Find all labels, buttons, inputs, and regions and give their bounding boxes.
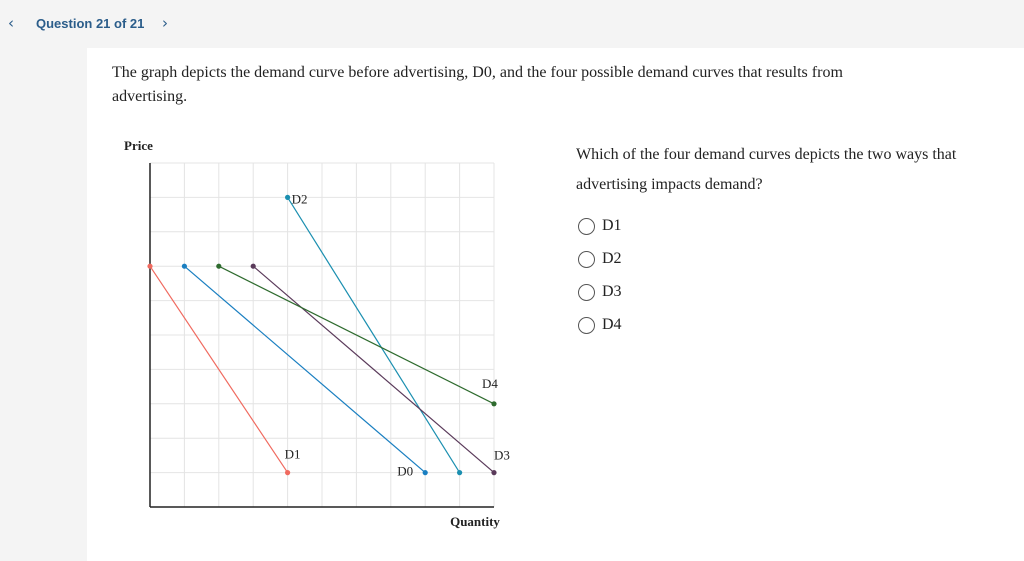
option[interactable]: D1: [578, 217, 622, 235]
point: [250, 263, 256, 269]
series-label: D4: [482, 376, 498, 391]
series-label: D1: [285, 447, 301, 462]
x-axis-label: Quantity: [450, 514, 500, 529]
option-label: D3: [602, 283, 622, 300]
option[interactable]: D3: [578, 283, 622, 301]
top-bar: ‹ Question 21 of 21 ›: [0, 0, 1024, 48]
radio-button[interactable]: [578, 316, 595, 334]
demand-line: [149, 265, 289, 473]
y-axis-label: Price: [124, 138, 153, 153]
series-label: D2: [292, 191, 308, 206]
point: [216, 263, 222, 269]
option-label: D4: [602, 316, 622, 333]
point: [285, 194, 291, 200]
option-label: D2: [602, 250, 622, 267]
point: [181, 263, 187, 269]
radio-button[interactable]: [578, 217, 595, 235]
prompt: The graph depicts the demand curve befor…: [112, 64, 843, 105]
radio-button[interactable]: [578, 283, 595, 301]
option[interactable]: D2: [578, 250, 622, 268]
next-button[interactable]: ›: [162, 14, 168, 32]
point: [491, 401, 497, 407]
radio-button[interactable]: [578, 250, 595, 268]
content-card: [87, 48, 1024, 561]
option[interactable]: D4: [578, 316, 622, 334]
point: [457, 470, 463, 476]
series-label: D3: [494, 448, 510, 463]
question-number: Question 21 of 21: [36, 16, 145, 31]
point: [491, 470, 497, 476]
demand-line: [184, 265, 426, 474]
series-label: D0: [397, 464, 413, 479]
point: [285, 470, 291, 476]
demand-line: [252, 265, 495, 474]
point: [147, 263, 153, 269]
demand-line: [218, 265, 495, 405]
demand-line: [287, 197, 461, 473]
question-text: Which of the four demand curves depicts …: [576, 146, 957, 193]
point: [422, 470, 428, 476]
option-label: D1: [602, 217, 622, 234]
prev-button[interactable]: ‹: [8, 14, 14, 32]
